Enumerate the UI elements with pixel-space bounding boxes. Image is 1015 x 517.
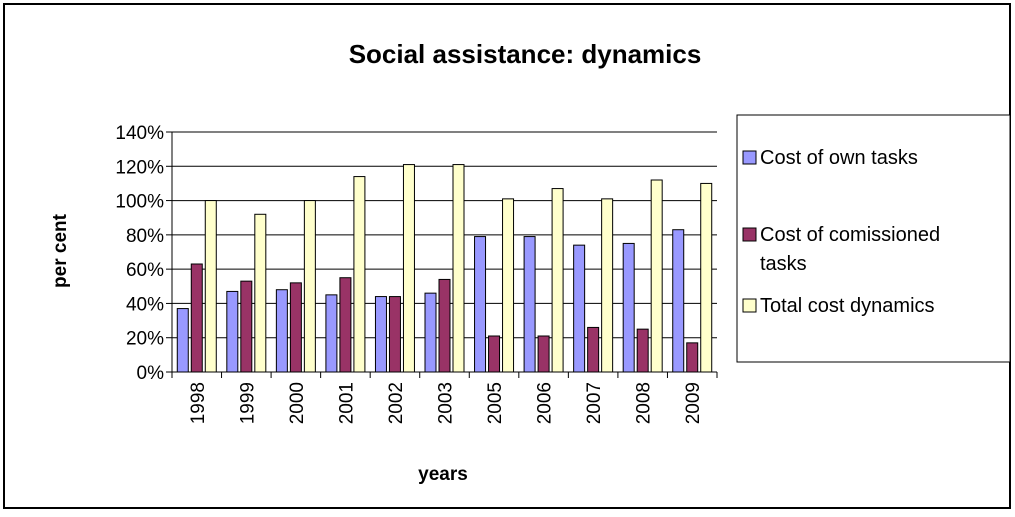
x-tick-label: 2006 <box>535 382 556 424</box>
bar <box>254 213 267 373</box>
bar <box>438 278 451 373</box>
x-tick-label: 2007 <box>584 382 605 424</box>
y-tick-label: 20% <box>126 329 164 350</box>
bar <box>551 188 564 373</box>
bar <box>474 236 487 373</box>
x-tick-label: 1999 <box>237 382 258 424</box>
bar <box>587 326 600 373</box>
bar <box>622 242 635 373</box>
y-tick-label: 0% <box>137 363 165 384</box>
x-tick-label: 2008 <box>634 382 655 424</box>
bar <box>488 335 501 373</box>
bar <box>388 296 401 373</box>
legend-swatch <box>742 227 757 242</box>
legend-label: Cost of own tasks <box>760 147 918 169</box>
x-axis-label: years <box>418 464 468 485</box>
legend: Cost of own tasks Cost of comissioned task… <box>736 114 1011 363</box>
bar <box>289 282 302 373</box>
bar <box>204 200 217 373</box>
y-tick-label: 60% <box>126 260 164 281</box>
bar <box>537 335 550 373</box>
bar <box>374 296 387 373</box>
y-tick-label: 80% <box>126 226 164 247</box>
bar <box>502 198 515 373</box>
x-tick-label: 2001 <box>336 382 357 424</box>
bar <box>452 164 465 373</box>
bar <box>573 244 586 373</box>
legend-label: Total cost dynamics <box>760 295 935 317</box>
y-tick-label: 140% <box>115 123 164 144</box>
bar <box>672 229 685 373</box>
x-tick-labels: 1998 1999 2000 2001 2002 2003 2005 2006 2007 2008… <box>188 382 704 424</box>
x-tick-label: 2002 <box>386 382 407 424</box>
x-tick-label: 2009 <box>683 382 704 424</box>
axes <box>166 131 718 378</box>
bar <box>190 263 203 373</box>
bar <box>240 280 253 373</box>
bar <box>325 294 338 373</box>
bar <box>424 292 437 373</box>
y-tick-labels: 0% 20% 40% 60% 80% 100% 120% 140% <box>115 123 164 384</box>
bar <box>176 308 189 373</box>
legend-swatch <box>742 150 757 165</box>
y-tick-label: 100% <box>115 192 164 213</box>
x-tick-label: 1998 <box>188 382 209 424</box>
bar <box>226 290 239 373</box>
y-tick-label: 40% <box>126 294 164 315</box>
bar <box>402 164 415 373</box>
legend-swatch <box>742 298 757 313</box>
bar <box>303 200 316 373</box>
legend-label: Cost of comissioned tasks <box>760 224 940 275</box>
legend-box <box>736 114 1011 363</box>
bar <box>601 198 614 373</box>
bar <box>700 182 713 373</box>
chart-title: Social assistance: dynamics <box>349 39 702 69</box>
bar <box>523 236 536 373</box>
bar <box>636 328 649 373</box>
x-tick-label: 2005 <box>485 382 506 424</box>
y-tick-label: 120% <box>115 157 164 178</box>
bar <box>650 179 663 373</box>
y-axis-label: per cent <box>50 213 71 288</box>
bar <box>353 176 366 373</box>
x-tick-label: 2003 <box>436 382 457 424</box>
bar <box>339 277 352 373</box>
bar <box>275 289 288 373</box>
x-tick-label: 2000 <box>287 382 308 424</box>
bar <box>686 342 699 373</box>
